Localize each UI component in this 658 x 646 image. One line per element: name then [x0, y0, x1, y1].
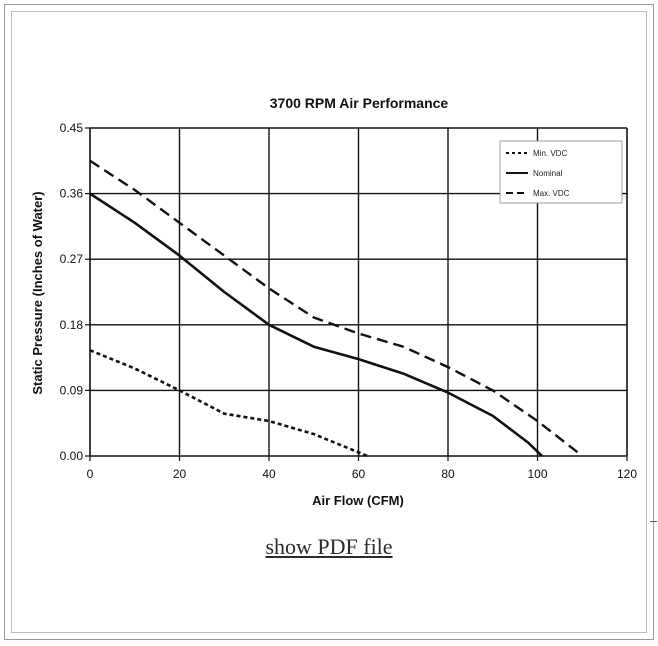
x-tick-label: 0 — [87, 467, 94, 481]
x-tick-label: 120 — [617, 467, 637, 481]
x-tick-label: 20 — [173, 467, 187, 481]
y-tick-label: 0.18 — [60, 318, 84, 332]
series-line-min-vdc — [89, 349, 368, 458]
y-tick-label: 0.27 — [60, 252, 84, 266]
content-frame-inner — [11, 11, 647, 633]
legend: Min. VDC Nominal Max. VDC — [499, 140, 623, 204]
y-tick-label: 0.45 — [60, 121, 84, 135]
x-tick-label: 100 — [527, 467, 547, 481]
edge-mark — [650, 521, 657, 522]
series-line-nominal — [89, 192, 543, 457]
y-axis-label: Static Pressure (Inches of Water) — [30, 191, 45, 394]
x-tick-label: 40 — [262, 467, 276, 481]
tick-labels: 0 20 40 60 80 100 120 0.00 0.09 0.18 0.27 0.36 0.45 — [60, 121, 638, 481]
show-pdf-link[interactable]: show PDF file — [265, 534, 393, 559]
legend-label: Nominal — [533, 169, 563, 178]
y-tick-label: 0.00 — [60, 449, 84, 463]
series-lines — [89, 159, 584, 458]
legend-label: Max. VDC — [533, 189, 570, 198]
y-tick-label: 0.36 — [60, 187, 84, 201]
chart-title: 3700 RPM Air Performance — [270, 95, 449, 111]
series-line-max-vdc — [89, 159, 584, 457]
x-tick-label: 60 — [352, 467, 366, 481]
x-tick-label: 80 — [441, 467, 455, 481]
x-axis-label: Air Flow (CFM) — [312, 493, 404, 508]
y-tick-label: 0.09 — [60, 383, 84, 397]
legend-label: Min. VDC — [533, 149, 567, 158]
